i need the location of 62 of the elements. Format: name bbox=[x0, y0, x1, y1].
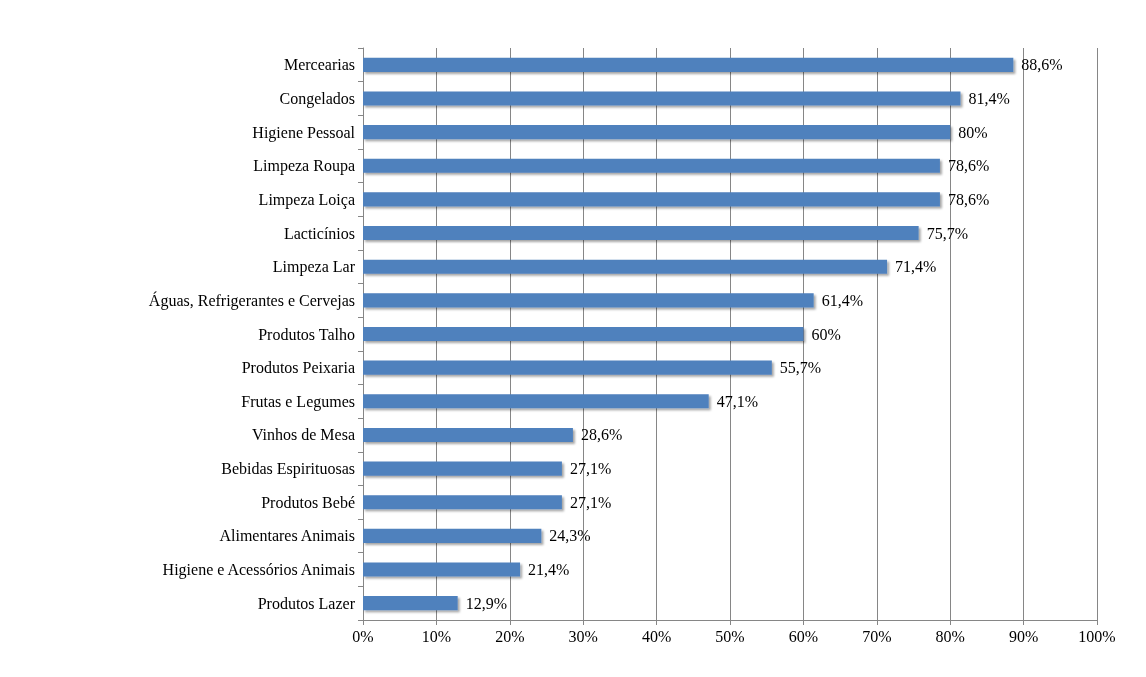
data-label: 81,4% bbox=[968, 89, 1010, 107]
y-tick-label: Produtos Lazer bbox=[257, 594, 356, 612]
y-tick-label: Lacticínios bbox=[283, 224, 355, 242]
x-tick-label: 80% bbox=[935, 627, 965, 645]
data-label: 27,1% bbox=[569, 493, 612, 511]
y-tick-label: Mercearias bbox=[283, 56, 355, 74]
x-tick-label: 100% bbox=[1078, 627, 1116, 645]
y-tick-label: Vinhos de Mesa bbox=[251, 426, 355, 444]
x-tick-label: 30% bbox=[568, 627, 598, 645]
x-tick-label: 50% bbox=[715, 627, 745, 645]
y-tick-label: Frutas e Legumes bbox=[241, 392, 355, 411]
bar bbox=[363, 562, 521, 577]
y-tick-label: Higiene Pessoal bbox=[252, 123, 356, 142]
x-tick-label: 10% bbox=[421, 627, 452, 645]
data-label: 24,3% bbox=[549, 527, 591, 545]
y-tick-label: Bebidas Espirituosas bbox=[221, 460, 355, 479]
data-label: 78,6% bbox=[947, 190, 990, 208]
data-label: 12,9% bbox=[465, 594, 508, 612]
x-tick-label: 90% bbox=[1008, 627, 1039, 645]
data-label: 75,7% bbox=[926, 224, 968, 242]
bar bbox=[363, 259, 888, 274]
data-label: 60% bbox=[811, 325, 841, 343]
data-label: 61,4% bbox=[821, 291, 863, 309]
data-label: 55,7% bbox=[779, 359, 822, 377]
data-label: 78,6% bbox=[947, 157, 990, 175]
y-tick-label: Produtos Peixaria bbox=[241, 359, 355, 377]
bar bbox=[363, 461, 562, 476]
bar bbox=[363, 125, 951, 140]
bar bbox=[363, 57, 1014, 72]
bar bbox=[363, 495, 562, 510]
data-label: 21,4% bbox=[528, 561, 570, 579]
bar bbox=[363, 158, 940, 173]
data-label: 80% bbox=[958, 123, 988, 141]
x-tick-label: 0% bbox=[352, 627, 374, 645]
y-tick-label: Higiene e Acessórios Animais bbox=[162, 561, 355, 580]
data-label: 47,1% bbox=[716, 392, 759, 410]
y-tick-label: Águas, Refrigerantes e Cervejas bbox=[148, 290, 355, 310]
bar bbox=[363, 326, 804, 342]
x-tick-label: 60% bbox=[788, 627, 819, 645]
y-tick-label: Produtos Bebé bbox=[261, 493, 355, 511]
y-tick-label: Alimentares Animais bbox=[219, 527, 355, 545]
bar bbox=[363, 225, 919, 241]
data-label: 88,6% bbox=[1021, 56, 1063, 74]
x-tick-label: 70% bbox=[862, 627, 892, 645]
y-tick-label: Limpeza Roupa bbox=[253, 157, 355, 176]
y-tick-label: Congelados bbox=[279, 89, 355, 108]
bar bbox=[363, 192, 940, 207]
bar bbox=[363, 596, 458, 611]
x-tick-label: 20% bbox=[495, 627, 525, 645]
bar bbox=[363, 360, 772, 375]
data-label: 27,1% bbox=[569, 460, 612, 478]
bar bbox=[363, 427, 573, 443]
x-tick-label: 40% bbox=[641, 627, 672, 645]
bar bbox=[363, 394, 709, 409]
data-label: 71,4% bbox=[895, 258, 937, 276]
bar bbox=[363, 528, 542, 543]
y-tick-label: Limpeza Lar bbox=[272, 258, 356, 277]
bar bbox=[363, 91, 961, 106]
data-label: 28,6% bbox=[580, 426, 623, 444]
y-tick-label: Produtos Talho bbox=[258, 325, 355, 343]
bar bbox=[363, 293, 814, 308]
y-tick-label: Limpeza Loiça bbox=[258, 190, 355, 209]
